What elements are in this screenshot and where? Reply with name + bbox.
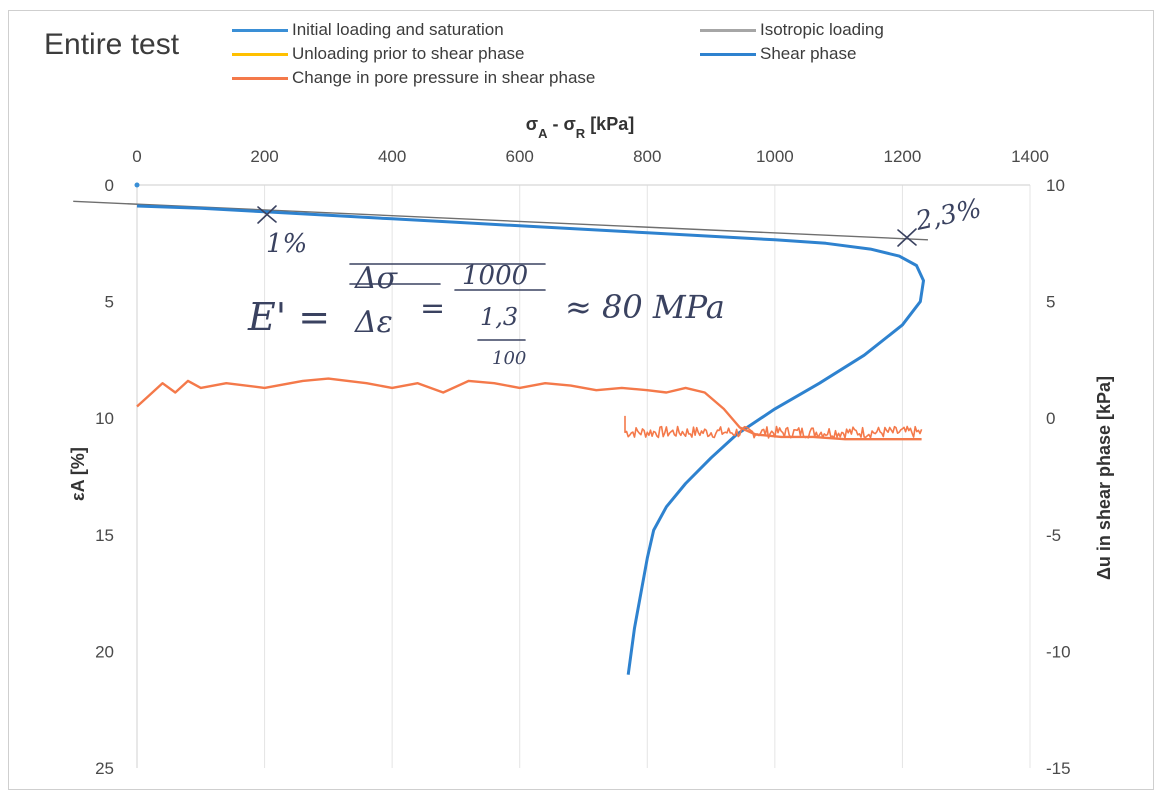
series-group (73, 182, 928, 675)
y-right-tick-label: -15 (1046, 759, 1071, 778)
cross-mark (257, 205, 277, 224)
x-axis-title: σA - σR [kPa] (526, 114, 634, 141)
annotation-formula-lhs: E' = (247, 295, 330, 339)
x-tick-label: 400 (378, 147, 406, 166)
x-tick-label: 0 (132, 147, 141, 166)
y-right-tick-label: -10 (1046, 642, 1071, 661)
legend-swatch (232, 28, 288, 32)
y-left-tick-label: 10 (95, 409, 114, 428)
legend-item-shear-phase: Shear phase (700, 44, 856, 64)
legend-label: Shear phase (760, 44, 857, 63)
annotation-formula-value: 1000 (462, 261, 528, 291)
y-left-tick-label: 15 (95, 526, 114, 545)
annotation-formula-numerator: Δσ (354, 261, 399, 296)
legend-item-isotropic-loading: Isotropic loading (700, 20, 884, 40)
x-tick-label: 200 (250, 147, 278, 166)
series-line-pore-pressure (136, 377, 922, 441)
y-left-ticks: 0 5 10 15 20 25 (95, 176, 114, 778)
legend-label: Change in pore pressure in shear phase (292, 68, 596, 87)
legend-item-initial-loading: Initial loading and saturation (232, 20, 504, 40)
fraction-bar (349, 263, 546, 291)
series-point-initial-loading (134, 182, 140, 188)
legend-label: Isotropic loading (760, 20, 884, 39)
y-right-tick-label: 0 (1046, 409, 1055, 428)
axes (136, 184, 1030, 768)
annotation-formula-result: ≈ 80 MPa (565, 288, 725, 326)
cross-mark (897, 228, 917, 247)
annotation-strain-1: 1% (266, 229, 307, 259)
legend-swatch (700, 28, 756, 32)
x-tick-label: 600 (506, 147, 534, 166)
y-right-axis-title: Δu in shear phase [kPa] (1094, 376, 1114, 580)
legend-swatch (232, 52, 288, 56)
y-left-tick-label: 20 (95, 642, 114, 661)
annotation-formula-equals: = (420, 291, 445, 326)
series-line-shear-phase (136, 204, 925, 675)
y-right-ticks: 10 5 0 -5 -10 -15 (1046, 176, 1071, 778)
y-left-axis-title: εA [%] (68, 447, 88, 501)
legend-item-pore-pressure: Change in pore pressure in shear phase (232, 68, 595, 88)
y-right-tick-label: 10 (1046, 176, 1065, 195)
chart-frame (8, 10, 1154, 790)
y-left-tick-label: 0 (105, 176, 114, 195)
x-tick-label: 1400 (1011, 147, 1049, 166)
legend-label: Unloading prior to shear phase (292, 44, 525, 63)
annotation-formula-value-den: 1,3 (480, 303, 518, 331)
annotation-strain-2: 2,3% (912, 194, 984, 237)
handwritten-annotations: 1% 2,3% E' = Δσ Δε = 1000 1,3 100 ≈ 80 MPa (247, 194, 984, 369)
y-left-tick-label: 25 (95, 759, 114, 778)
chart-title: Entire test (44, 28, 180, 61)
legend-swatch (232, 76, 288, 80)
x-ticks: 0 200 400 600 800 1000 1200 1400 (132, 147, 1049, 166)
y-right-tick-label: 5 (1046, 293, 1055, 312)
annotation-formula-denominator: Δε (354, 305, 393, 340)
y-right-tick-label: -5 (1046, 526, 1061, 545)
x-tick-label: 1200 (884, 147, 922, 166)
grid-lines (264, 185, 1031, 768)
x-tick-label: 800 (633, 147, 661, 166)
annotation-formula-value-den2: 100 (492, 348, 526, 369)
x-tick-label: 1000 (756, 147, 794, 166)
series-line-pore-pressure-noisy (624, 415, 923, 439)
y-left-tick-label: 5 (105, 293, 114, 312)
legend-label: Initial loading and saturation (292, 20, 504, 39)
legend-swatch (700, 52, 756, 56)
legend-item-unloading: Unloading prior to shear phase (232, 44, 524, 64)
